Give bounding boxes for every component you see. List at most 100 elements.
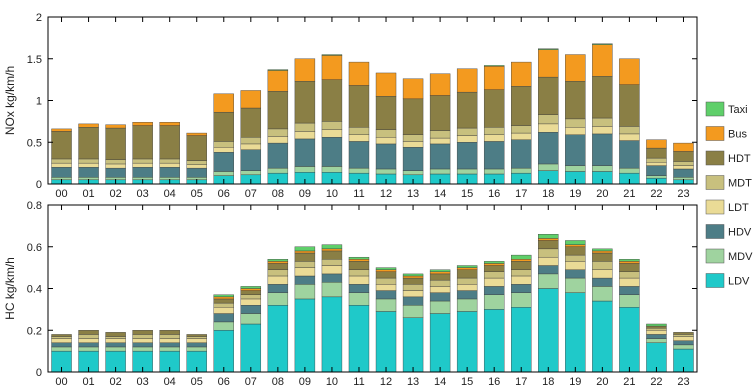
nox-bar-ldt-16	[483, 134, 505, 142]
nox-bar-hdt-04	[159, 125, 180, 160]
nox-bar-mdt-14	[429, 130, 451, 139]
nox-bar-hdt-11	[348, 85, 370, 128]
nox-x-tick-label: 06	[218, 188, 230, 200]
hc-bar-hdv-20	[592, 277, 613, 287]
nox-bar-bus-05	[186, 132, 207, 136]
hc-bar-mdv-21	[619, 294, 640, 308]
nox-bar-ldt-07	[240, 143, 262, 150]
hc-bar-hdv-00	[51, 342, 72, 348]
hc-bar-mdt-18	[538, 248, 559, 258]
hc-bar-mdv-16	[483, 294, 505, 310]
hc-bar-bus-15	[456, 267, 478, 270]
nox-bar-bus-13	[402, 78, 424, 100]
hc-bar-taxi-13	[402, 273, 424, 277]
hc-bar-taxi-11	[348, 256, 370, 260]
legend-label-bus: Bus	[728, 129, 747, 141]
hc-bar-taxi-06	[213, 294, 234, 298]
hc-bar-bus-19	[565, 244, 586, 247]
hc-bar-ldt-23	[673, 336, 694, 341]
nox-bar-bus-12	[375, 72, 397, 97]
nox-bar-mdt-23	[673, 161, 694, 166]
hc-x-tick-label: 12	[380, 376, 392, 387]
legend-label-ldt: LDT	[728, 202, 749, 214]
hc-bar-taxi-20	[592, 248, 613, 252]
hc-bar-hdt-04	[159, 330, 180, 335]
nox-bar-hdt-12	[375, 96, 397, 130]
nox-x-tick-label: 13	[407, 188, 419, 200]
nox-bar-bus-00	[51, 128, 72, 132]
hc-bars	[51, 234, 694, 373]
hc-bar-hdt-11	[348, 261, 370, 270]
nox-x-tick-label: 07	[245, 188, 257, 200]
nox-bar-ldt-10	[321, 129, 343, 138]
hc-bar-taxi-21	[619, 259, 640, 262]
hc-bar-mdv-20	[592, 286, 613, 302]
legend-label-mdv: MDV	[728, 251, 753, 263]
hc-bar-hdv-18	[538, 265, 559, 275]
hc-bar-ldt-00	[51, 338, 72, 343]
nox-x-tick-label: 04	[164, 188, 176, 200]
nox-bar-mdt-09	[294, 122, 316, 132]
hc-bar-taxi-10	[321, 244, 343, 250]
nox-x-tick-label: 09	[299, 188, 311, 200]
nox-x-tick-label: 17	[515, 188, 527, 200]
nox-bar-mdt-05	[186, 160, 207, 165]
hc-y-tick-label: 0.4	[27, 284, 42, 296]
nox-bar-hdv-14	[429, 143, 451, 170]
hc-bar-mdv-13	[402, 305, 424, 318]
hc-bar-ldt-19	[565, 261, 586, 270]
nox-bar-ldt-18	[538, 123, 559, 133]
hc-bar-hdv-05	[186, 342, 207, 348]
hc-bar-ldt-15	[456, 284, 478, 291]
hc-bar-ldv-21	[619, 307, 640, 373]
hc-y-tick-label: 0.6	[27, 242, 42, 254]
hc-bar-mdt-15	[456, 277, 478, 285]
nox-bar-ldt-08	[267, 136, 289, 144]
nox-bar-mdt-03	[132, 158, 153, 164]
nox-y-tick-label: 1	[36, 96, 42, 108]
hc-bar-ldt-02	[105, 338, 126, 343]
nox-y-axis-title: NOx kg/km/h	[3, 66, 17, 135]
hc-x-tick-label: 09	[299, 376, 311, 387]
hc-chart-panel: 0 0.2 0.4 0.6 0.8 00 01 02 03 04 05 06 07 08 09 10 11 12 1…	[3, 200, 698, 387]
hc-bar-mdt-21	[619, 271, 640, 279]
hc-x-tick-label: 00	[55, 376, 67, 387]
nox-bar-taxi-18	[538, 48, 559, 50]
nox-bar-hdv-03	[132, 167, 153, 178]
hc-x-tick-label: 23	[677, 376, 689, 387]
hc-bar-ldv-12	[375, 311, 397, 373]
nox-bar-mdv-22	[646, 175, 667, 179]
nox-bar-mdt-00	[51, 158, 72, 164]
nox-y-tick-label: 0.5	[27, 137, 42, 149]
nox-bar-bus-15	[456, 68, 478, 93]
hc-bar-hdv-15	[456, 290, 478, 300]
hc-bar-hdv-03	[132, 342, 153, 348]
hc-bar-hdv-09	[294, 275, 316, 285]
hc-bar-hdv-11	[348, 284, 370, 293]
nox-bar-mdt-08	[267, 128, 289, 137]
nox-bar-mdv-14	[429, 168, 451, 175]
nox-bar-hdt-14	[429, 95, 451, 131]
nox-bar-hdt-00	[51, 131, 72, 160]
hc-bar-taxi-09	[294, 246, 316, 252]
nox-bar-hdt-10	[321, 79, 343, 122]
nox-x-tick-label: 23	[677, 188, 689, 200]
hc-bar-mdt-09	[294, 261, 316, 268]
nox-x-tick-label: 19	[569, 188, 581, 200]
nox-bar-ldt-04	[159, 162, 180, 168]
hc-x-tick-label: 04	[164, 376, 176, 387]
nox-bar-bus-08	[267, 70, 289, 92]
nox-bar-hdv-09	[294, 138, 316, 167]
hc-bar-mdt-13	[402, 284, 424, 291]
hc-bar-mdv-09	[294, 284, 316, 300]
nox-bar-ldt-03	[132, 162, 153, 168]
hc-bar-hdv-02	[105, 342, 126, 348]
legend-swatch-mdt	[705, 175, 725, 190]
nox-bar-mdv-13	[402, 170, 424, 176]
nox-bar-mdt-21	[619, 126, 640, 135]
hc-bar-mdt-02	[105, 336, 126, 339]
hc-bar-mdt-16	[483, 271, 505, 279]
hc-bar-ldt-11	[348, 275, 370, 285]
nox-bar-ldt-13	[402, 141, 424, 148]
nox-bar-hdv-13	[402, 147, 424, 171]
